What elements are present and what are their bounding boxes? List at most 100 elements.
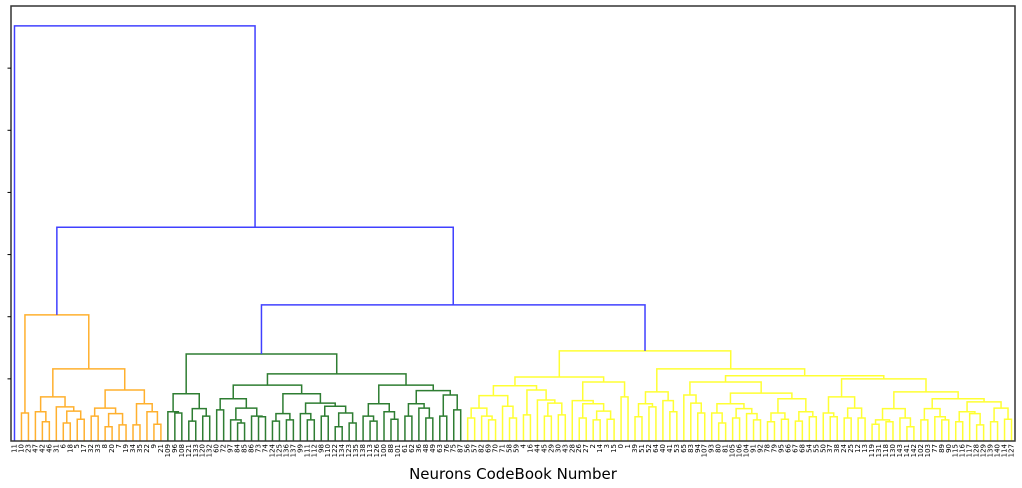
dendrogram-link — [348, 422, 357, 441]
leaf-label: 20 — [108, 444, 116, 453]
leaf-label: 97 — [227, 444, 235, 453]
leaf-label: 140 — [994, 444, 1002, 457]
dendrogram-link — [250, 415, 263, 441]
dendrogram-link — [118, 424, 127, 441]
leaf-label: 68 — [798, 444, 806, 453]
dendrogram-link — [931, 397, 985, 409]
leaf-label: 109 — [164, 444, 172, 457]
leaf-label: 137 — [289, 444, 297, 457]
dendrogram-link — [581, 381, 626, 401]
dendrogram-link — [941, 419, 950, 441]
dendrogram-link — [93, 407, 117, 417]
dendrogram-link — [954, 420, 964, 441]
dendrogram-link — [885, 420, 894, 441]
leaf-label: 67 — [791, 444, 799, 453]
dendrogram-link — [794, 420, 804, 441]
leaf-label: 39 — [631, 444, 639, 453]
dendrogram-link — [334, 425, 343, 441]
leaf-label: 57 — [471, 444, 479, 453]
leaf-label: 100 — [380, 444, 388, 457]
leaf-label: 41 — [666, 444, 674, 453]
leaf-label: 31 — [52, 444, 60, 453]
dendrogram-link — [266, 373, 407, 386]
dendrogram-link — [648, 406, 657, 441]
leaf-label: 121 — [185, 444, 193, 457]
leaf-label: 10 — [17, 444, 25, 453]
leaf-label: 30 — [554, 444, 562, 453]
dendrogram-link — [526, 389, 547, 415]
dendrogram-link — [362, 415, 375, 441]
leaf-label: 22 — [143, 444, 151, 453]
dendrogram-link — [656, 368, 806, 392]
leaf-label: 52 — [645, 444, 653, 453]
leaf-label: 21 — [157, 444, 165, 453]
dendrogram-link — [367, 402, 390, 417]
leaf-label: 106 — [736, 443, 744, 457]
leaf-label: 64 — [652, 443, 660, 452]
dendrogram-link — [606, 418, 615, 441]
leaf-label: 2 — [589, 444, 597, 448]
leaf-label: 7 — [115, 444, 123, 448]
dendrogram-link — [829, 416, 838, 441]
dendrogram-link — [306, 419, 316, 441]
leaf-label: 102 — [917, 444, 925, 457]
dendrogram-link — [299, 412, 312, 441]
leaf-label: 115 — [952, 444, 960, 457]
dendrogram-link — [543, 415, 553, 441]
dendrogram-link — [146, 411, 159, 441]
leaf-label: 128 — [973, 444, 981, 457]
leaf-label: 24 — [840, 443, 848, 452]
dendrogram-link — [90, 415, 99, 441]
leaf-label: 79 — [770, 444, 778, 453]
dendrogram-link — [135, 402, 153, 425]
dendrogram-link — [735, 407, 753, 419]
dendrogram-link — [324, 405, 347, 417]
dendrogram-link — [478, 394, 509, 409]
dendrogram-link — [62, 422, 72, 441]
leaf-label: 47 — [31, 444, 39, 453]
leaf-label: 116 — [959, 443, 967, 457]
leaf-label: 130 — [889, 444, 897, 457]
dendrogram-link — [41, 420, 51, 441]
dendrogram-link — [975, 424, 985, 441]
leaf-label: 51 — [638, 444, 646, 453]
dendrogram-link — [808, 416, 818, 441]
dendrogram-link — [260, 304, 646, 354]
x-axis-label: Neurons CodeBook Number — [409, 465, 618, 483]
plot-frame — [10, 5, 1016, 442]
leaf-label: 133 — [192, 444, 200, 457]
dendrogram-link — [780, 418, 790, 441]
dendrogram-link — [337, 412, 354, 427]
leaf-label: 38 — [833, 444, 841, 453]
leaf-label: 119 — [868, 444, 876, 457]
leaf-label: 132 — [206, 444, 214, 457]
leaf-label: 4 — [519, 443, 527, 448]
leaf-label: 62 — [408, 444, 416, 453]
leaf-label: 74 — [261, 443, 269, 452]
dendrogram-link — [271, 420, 281, 441]
dendrogram-link — [966, 401, 1002, 412]
leaf-label: 43 — [561, 444, 569, 453]
leaf-label: 107 — [701, 444, 709, 457]
leaf-label: 8 — [101, 444, 109, 448]
dendrogram-link — [683, 394, 697, 441]
dendrogram-link — [777, 397, 807, 414]
dendrogram-link — [236, 422, 246, 441]
dendrogram-link — [752, 419, 762, 441]
leaf-label: 91 — [750, 444, 758, 453]
leaf-label: 82 — [478, 444, 486, 453]
dendrogram-link — [893, 391, 959, 409]
leaf-label: 13 — [861, 444, 869, 453]
dendrogram-link — [770, 412, 786, 422]
leaf-label: 70 — [492, 444, 500, 453]
dendrogram-link — [390, 418, 399, 441]
leaf-label: 141 — [903, 444, 911, 457]
leaf-label: 88 — [387, 444, 395, 453]
dendrogram-link — [958, 411, 976, 422]
dendrogram-link — [39, 396, 66, 412]
leaf-label: 49 — [429, 444, 437, 453]
dendrogram-link — [731, 417, 741, 441]
dendrogram-link — [439, 415, 448, 441]
leaf-label: 69 — [485, 444, 493, 453]
dendrogram-link — [20, 412, 30, 441]
